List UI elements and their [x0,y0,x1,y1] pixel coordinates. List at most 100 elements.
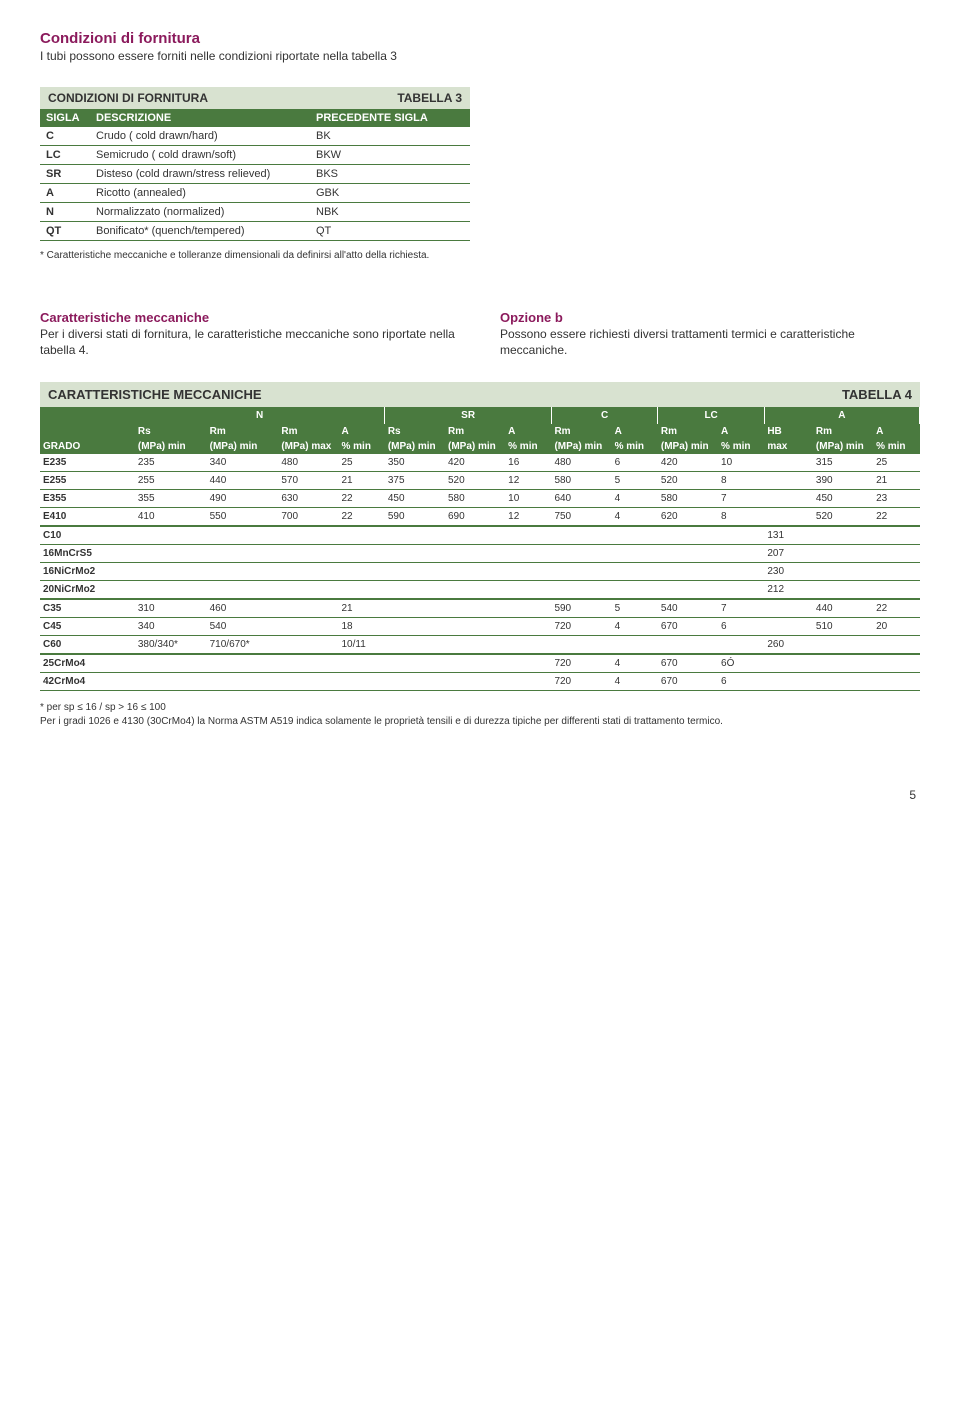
table4-col-subheader: % min [505,439,551,454]
table4-cell [718,526,764,545]
table4-cell [764,599,813,618]
table4-cell: C60 [40,636,135,655]
table4-cell: 8 [718,508,764,527]
table4-cell: 355 [135,490,207,508]
table4-cell [813,581,873,600]
table4-cell [135,581,207,600]
table4-col-subheader: (MPa) max [278,439,338,454]
table4-cell [339,673,385,691]
table4-cell [612,563,658,581]
table4-cell [505,581,551,600]
table4-cell [445,654,505,673]
table4-cell [873,545,919,563]
table4-col-header: A [873,424,919,439]
table4-cell [385,526,445,545]
table4-cell: 21 [339,599,385,618]
table4-cell: 520 [658,472,718,490]
table4-cell: 520 [813,508,873,527]
table4-row: E235235340480253504201648064201031525 [40,454,920,472]
table3-cell: QT [40,222,90,241]
table4-cell: E410 [40,508,135,527]
table4-cell: 720 [551,618,611,636]
table4-col-header: A [612,424,658,439]
table4-col-header: Rm [278,424,338,439]
table3: SIGLADESCRIZIONEPRECEDENTE SIGLA CCrudo … [40,109,470,241]
table4-cell [764,508,813,527]
table4-col-header: Rm [658,424,718,439]
table4-cell [551,545,611,563]
table4-cell [445,581,505,600]
table4-cell: 490 [207,490,279,508]
table4-cell: 440 [207,472,279,490]
table4-cell [813,654,873,673]
table4-cell [207,545,279,563]
table4-cell: 25CrMo4 [40,654,135,673]
table4-cell [445,526,505,545]
table4-cell [612,636,658,655]
table4-col-header: HB [764,424,813,439]
table4-cell [718,581,764,600]
table4-cell: 212 [764,581,813,600]
table3-label: TABELLA 3 [397,91,462,105]
table4-cell: 21 [873,472,919,490]
table4-row: 20NiCrMo2212 [40,581,920,600]
table4-cell: 207 [764,545,813,563]
table3-header-band: CONDIZIONI DI FORNITURA TABELLA 3 [40,87,470,109]
table4-cell [278,563,338,581]
table4-cell: 8 [718,472,764,490]
table4-cell [445,563,505,581]
table4-col-subheader: (MPa) min [135,439,207,454]
table4-col-subheader: % min [339,439,385,454]
table4-cell [278,654,338,673]
table4-col-subheader: GRADO [40,439,135,454]
table4-col-header: Rs [135,424,207,439]
table4-cell: 670 [658,673,718,691]
table4-cell [612,545,658,563]
table4-cell: 510 [813,618,873,636]
table4-cell [813,636,873,655]
table4-cell: 480 [551,454,611,472]
table4-cell [135,563,207,581]
table4-cell [873,581,919,600]
table4-col-header: Rm [207,424,279,439]
section-title: Condizioni di fornitura [40,30,920,47]
table4-col-header [40,424,135,439]
table4-cell: 6Ó [718,654,764,673]
table3-cell: A [40,184,90,203]
table4-cell: 25 [339,454,385,472]
table4-cell [385,563,445,581]
table4-cell: 4 [612,654,658,673]
table4-cell: 22 [873,599,919,618]
table4-cell: 23 [873,490,919,508]
table4-cell [505,654,551,673]
table4-cell: 480 [278,454,338,472]
table3-cell: Disteso (cold drawn/stress relieved) [90,165,310,184]
table4-group-header: C [551,407,657,424]
table4-cell [505,673,551,691]
table4-cell [813,563,873,581]
table4-cell: 450 [385,490,445,508]
table4-cell: 230 [764,563,813,581]
table4-cell [764,618,813,636]
table3-row: ARicotto (annealed)GBK [40,184,470,203]
table4-cell: 12 [505,508,551,527]
table4-cell [207,581,279,600]
table4-cell [207,654,279,673]
table3-cell: Ricotto (annealed) [90,184,310,203]
table4-group-header [40,407,135,424]
table4-cell: 12 [505,472,551,490]
table4-cell: 640 [551,490,611,508]
table4-cell: 340 [135,618,207,636]
table4-cell: 6 [718,618,764,636]
table4-cell [207,563,279,581]
table4-cell: 20 [873,618,919,636]
table4-row: C60380/340*710/670*10/11260 [40,636,920,655]
table4-cell: 25 [873,454,919,472]
table4-cell [135,526,207,545]
table4-cell [445,599,505,618]
table4-label: TABELLA 4 [842,387,912,402]
table4-cell [764,454,813,472]
table3-row: LCSemicrudo ( cold drawn/soft)BKW [40,146,470,165]
table4-cell: 460 [207,599,279,618]
table4-cell: 580 [551,472,611,490]
